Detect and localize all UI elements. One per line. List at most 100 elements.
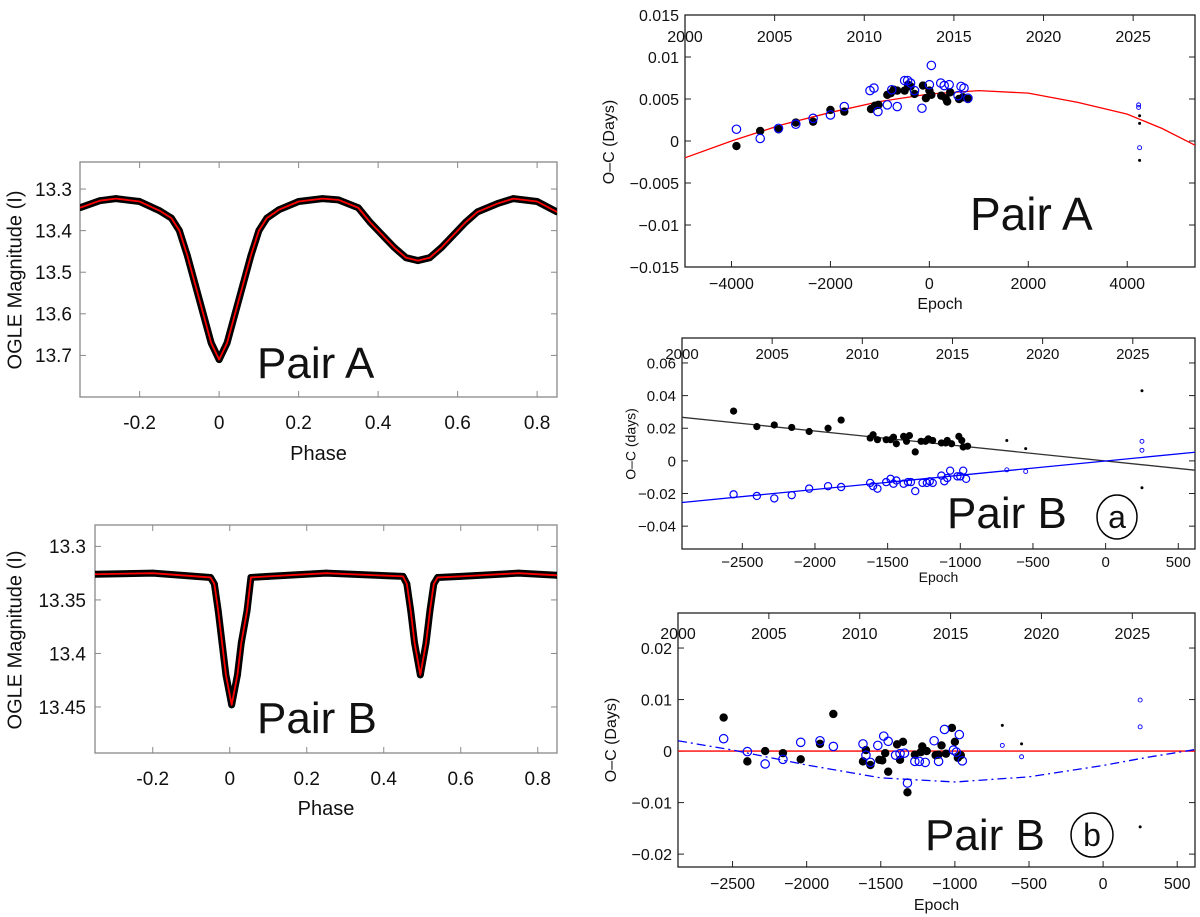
primary-minimum-point [878,756,887,765]
secondary-minimum-point [906,477,916,487]
panel-badge-letter: b [1083,817,1101,853]
y-tick-label: 13.4 [35,221,72,242]
secondary-minimum-point [911,486,920,496]
secondary-minimum-point [943,473,952,483]
y-tick-label: −0.02 [638,486,676,503]
primary-minimum-point [840,107,849,116]
secondary-minimum-point [944,79,954,90]
secondary-minimum-point [731,124,742,135]
x-tick-label: 0.8 [524,413,550,434]
primary-minimum-point [796,755,805,764]
chart-panel-4: −2500 −2000 −1500 −1000 −500 0 500 0.06 0.04 0.02… [623,337,1196,585]
year-tick-label: 2020 [1026,29,1062,46]
plot-frame [94,524,558,754]
x-tick-label: 0 [1101,554,1109,571]
primary-minimum-point [945,88,955,97]
primary-minimum-point [898,737,908,747]
y-tick-label: 13.3 [35,180,72,201]
secondary-minimum-point [882,100,893,110]
predicted-primary-point [1138,825,1142,829]
x-tick-label: −2000 [784,876,829,893]
secondary-minimum-point [752,491,762,501]
y-axis-title: O–C (days) [623,408,639,480]
year-tick-label: 2005 [751,626,787,643]
secondary-minimum-point [886,84,897,95]
secondary-minimum-point [755,133,765,144]
x-axis-title: Phase [290,443,347,465]
x-tick-label: 500 [1164,876,1191,893]
model-fit-line [80,197,557,361]
x-tick-label: -0.2 [136,769,169,790]
predicted-secondary-point [1136,104,1142,110]
secondary-minimum-point [760,759,770,769]
primary-minimum-point [826,105,835,115]
pair-annotation: Pair B [925,811,1045,860]
y-tick-label: 13.3 [49,537,86,558]
y-tick-label: 0.02 [641,641,672,658]
secondary-minimum-point [928,478,937,488]
x-tick-label: 0 [224,769,235,790]
secondary-minimum-point [825,110,836,120]
plot-area [95,569,557,709]
x-tick-label: −1500 [867,554,909,571]
secondary-minimum-point [795,737,806,748]
year-tick-label: 2015 [936,346,969,363]
secondary-minimum-point [954,729,965,740]
y-tick-label: 0 [670,134,679,151]
x-tick-label: −1000 [932,876,977,893]
y-tick-label: −0.02 [632,847,673,864]
primary-minimum-point [837,416,845,424]
secondary-minimum-point [917,103,927,114]
primary-minimum-point [942,97,952,106]
primary-minimum-point [892,440,900,448]
primary-minimum-point [958,436,966,445]
secondary-minimum-point [770,494,779,503]
secondary-minimum-point [939,724,950,735]
plot-area [685,60,1195,162]
predicted-secondary-point [1019,754,1025,760]
year-tick-label: 2010 [842,626,878,643]
primary-minimum-point [950,737,960,747]
y-axis-title: OGLE Magnitude (I) [4,191,26,370]
pair-annotation: Pair B [257,694,377,743]
primary-minimum-point [829,709,838,719]
secondary-minimum-point [920,757,931,768]
secondary-minimum-point [959,83,969,93]
x-tick-label: 0.4 [365,413,392,434]
secondary-minimum-point [873,484,882,493]
year-tick-label: 2010 [846,346,879,363]
y-tick-label: 0.01 [641,692,672,709]
primary-minimum-point [805,427,813,436]
x-tick-label: 0 [925,276,934,293]
x-tick-label: −2000 [794,554,836,571]
x-tick-label: −4000 [709,276,754,293]
y-tick-label: 0.04 [647,388,676,405]
primary-minimum-point [956,750,966,760]
x-axis-title: Epoch [917,296,962,313]
y-tick-label: −0.005 [630,176,679,193]
secondary-minimum-point [924,79,935,90]
secondary-minimum-point [933,756,944,767]
predicted-secondary-point [1139,438,1145,444]
primary-minimum-point [770,421,778,429]
fit-line [678,740,1195,783]
secondary-minimum-point [899,748,910,758]
primary-minimum-point [947,440,956,448]
y-tick-label: 13.6 [35,305,72,326]
secondary-minimum-point [903,477,913,487]
year-tick-label: 2020 [1026,346,1059,363]
x-tick-label: 2000 [1011,276,1047,293]
secondary-minimum-point [778,754,788,765]
plot-area [80,195,557,364]
pair-annotation: Pair B [947,489,1067,538]
predicted-secondary-point [1004,467,1010,473]
secondary-minimum-point [899,75,910,86]
year-tick-label: 2015 [933,626,969,643]
predicted-primary-point [1138,158,1142,162]
primary-minimum-point [902,437,911,445]
plot-frame [684,14,1196,268]
secondary-minimum-point [905,78,916,88]
x-tick-label: 0.4 [371,769,398,790]
plot-frame [677,612,1196,868]
